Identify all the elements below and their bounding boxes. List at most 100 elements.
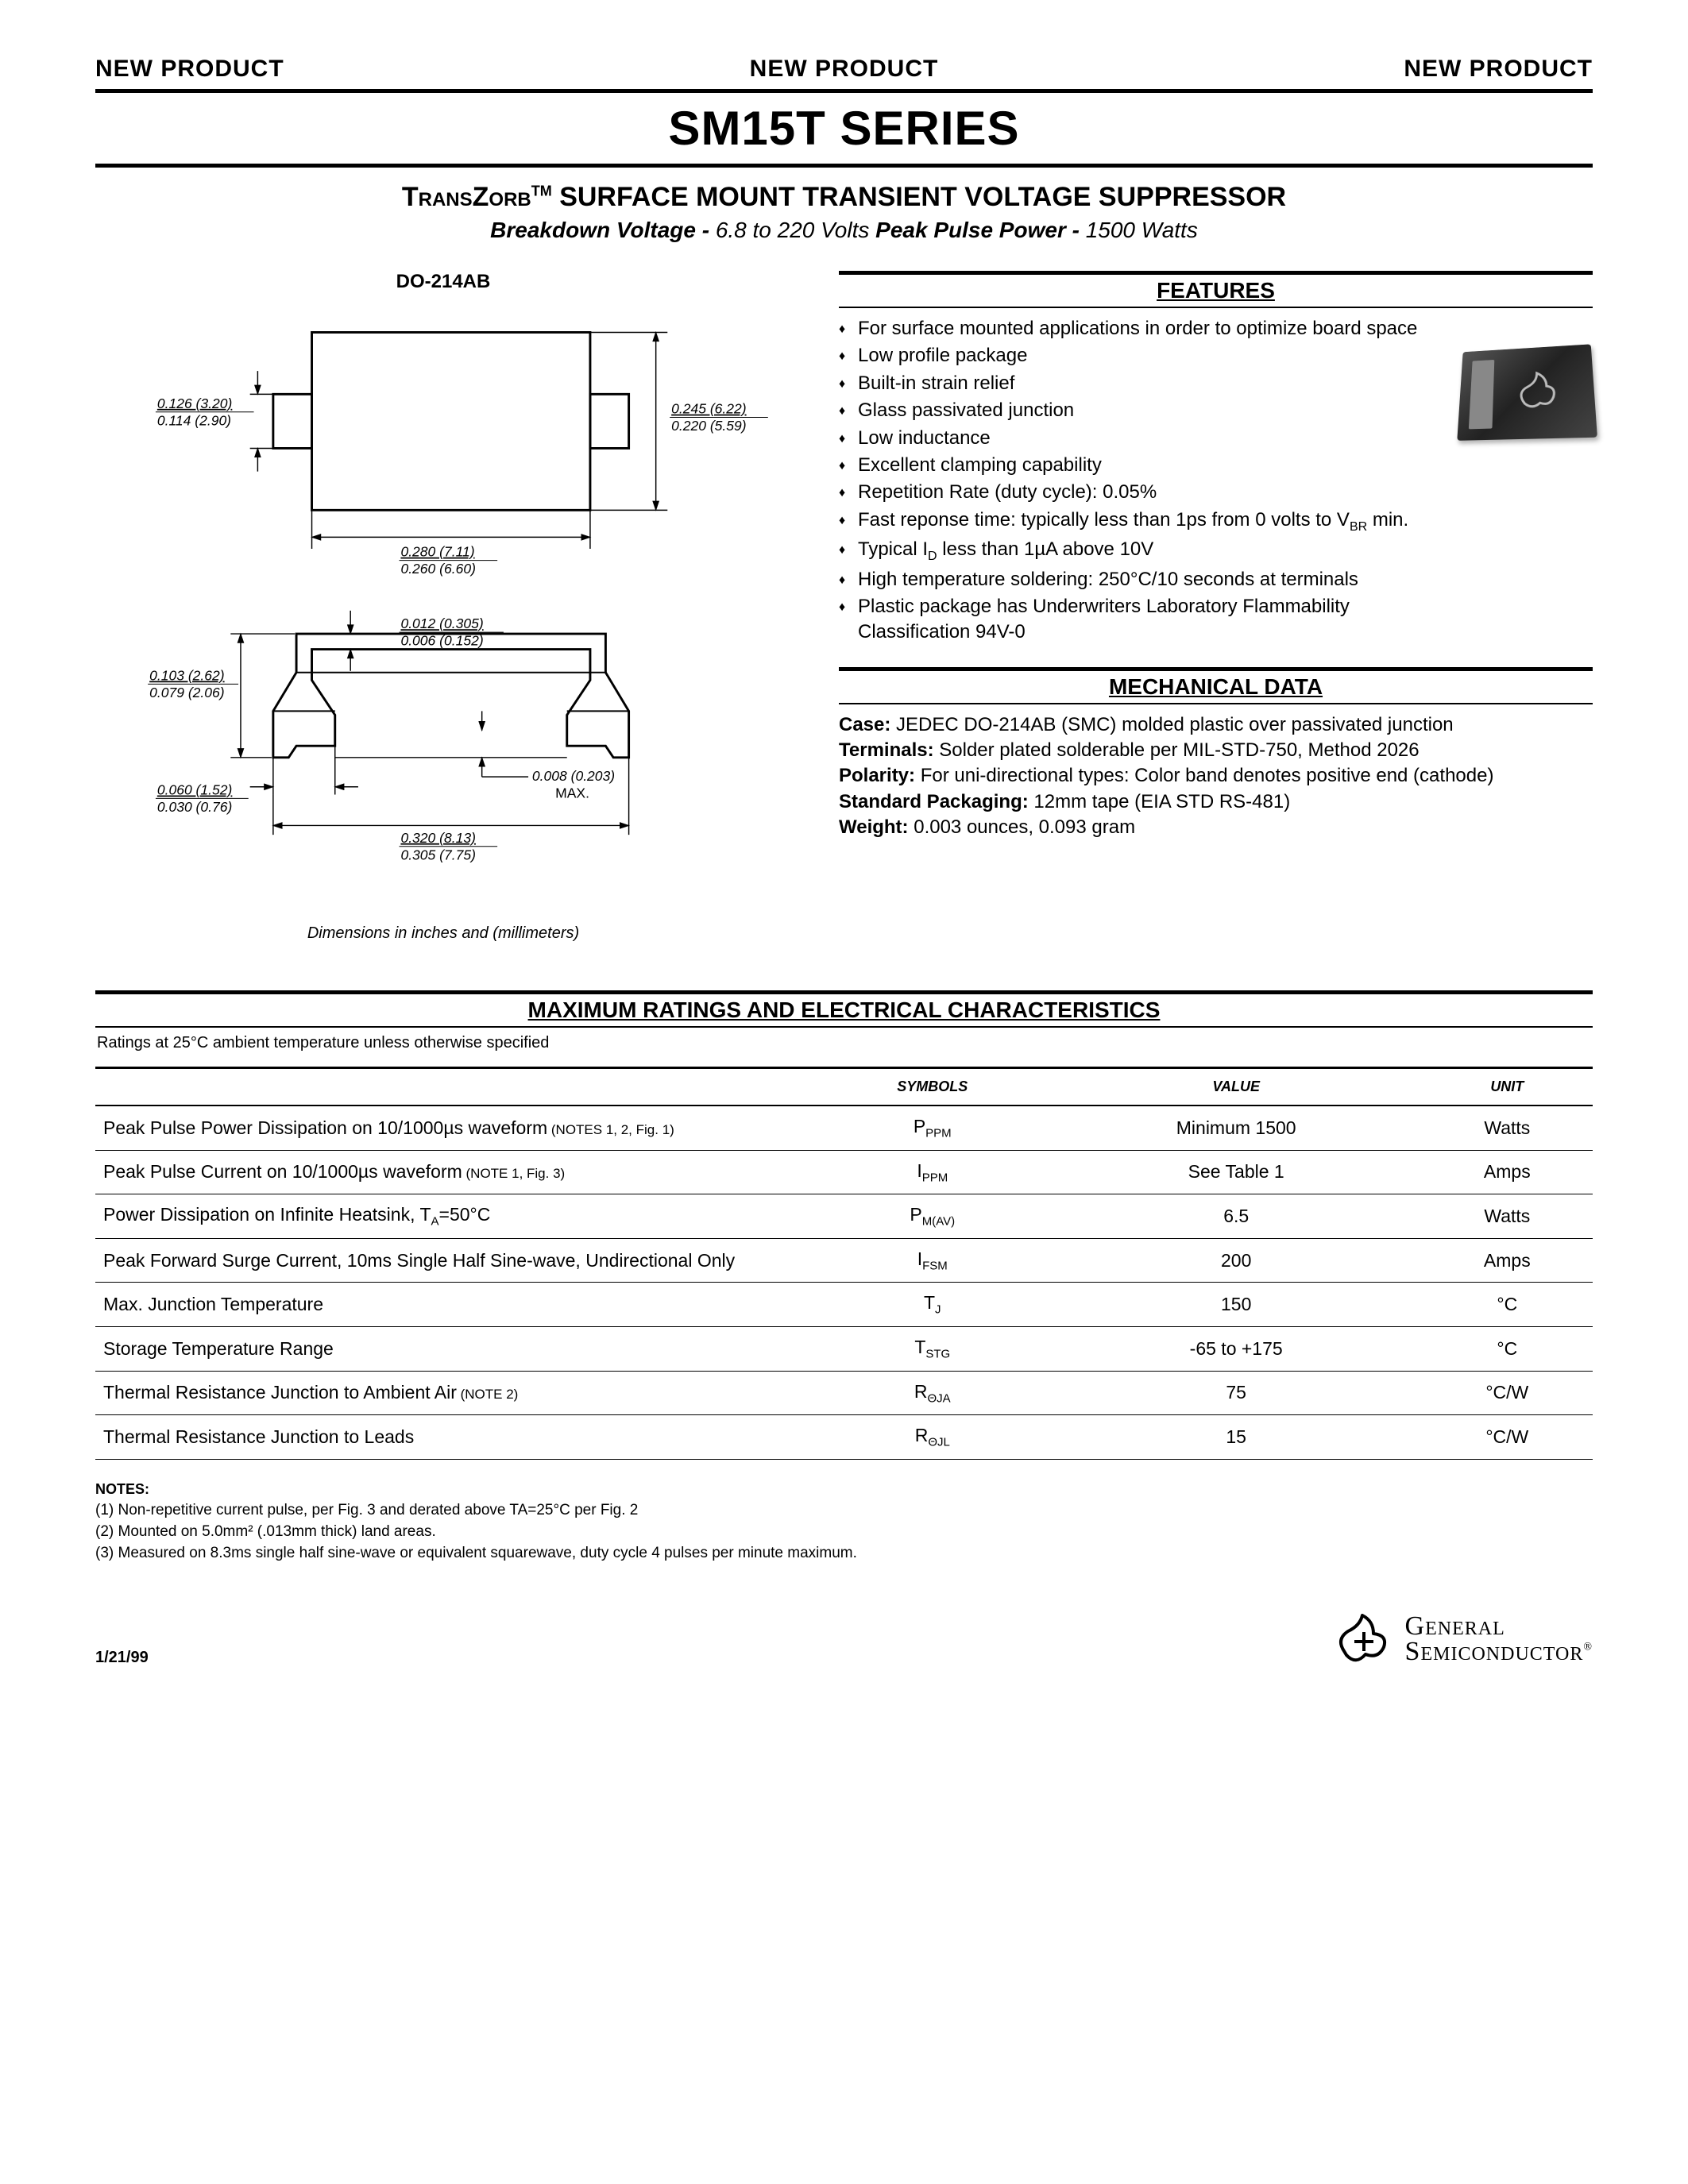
ratings-cell-value: See Table 1 (1051, 1150, 1422, 1194)
dim-top-bot-2: 0.260 (6.60) (400, 561, 475, 577)
ratings-cell-unit: °C/W (1422, 1371, 1593, 1415)
ratings-cell-desc: Peak Pulse Power Dissipation on 10/1000µ… (95, 1106, 814, 1150)
dim-side-br-2: MAX. (555, 785, 589, 801)
feature-item: For surface mounted applications in orde… (839, 316, 1442, 341)
ratings-header-desc (95, 1068, 814, 1106)
table-row: Peak Forward Surge Current, 10ms Single … (95, 1238, 1593, 1283)
dim-side-width-2: 0.305 (7.75) (400, 847, 475, 862)
table-row: Thermal Resistance Junction to Ambient A… (95, 1371, 1593, 1415)
ratings-cell-unit: Watts (1422, 1106, 1593, 1150)
wt-val: 0.003 ounces, 0.093 gram (909, 816, 1136, 838)
dim-top-left-1: 0.126 (3.20) (157, 396, 232, 411)
footer-logo: General Semiconductor® (1332, 1611, 1593, 1667)
term-val: Solder plated solderable per MIL-STD-750… (934, 739, 1420, 761)
feature-item: Repetition Rate (duty cycle): 0.05% (839, 480, 1442, 505)
table-row: Power Dissipation on Infinite Heatsink, … (95, 1194, 1593, 1239)
note-item: (3) Measured on 8.3ms single half sine-w… (95, 1543, 1593, 1565)
feature-item: Typical ID less than 1µA above 10V (839, 537, 1442, 565)
term-label: Terminals: (839, 739, 934, 761)
dim-side-left-2: 0.079 (2.06) (149, 685, 224, 700)
tm-mark: TM (531, 183, 552, 199)
table-row: Thermal Resistance Junction to LeadsRΘJL… (95, 1415, 1593, 1460)
ratings-cell-symbol: IFSM (814, 1238, 1051, 1283)
features-list: For surface mounted applications in orde… (839, 316, 1442, 647)
footer-logo-text: General Semiconductor® (1405, 1614, 1593, 1665)
pkg-val: 12mm tape (EIA STD RS-481) (1029, 791, 1290, 812)
pol-label: Polarity: (839, 765, 915, 786)
feature-item: Excellent clamping capability (839, 453, 1442, 478)
dim-side-top-1: 0.012 (0.305) (400, 615, 483, 631)
transzorb-text: TransZorb (402, 182, 531, 212)
logo-line2: Semiconductor (1405, 1637, 1584, 1666)
ratings-cell-symbol: PPPM (814, 1106, 1051, 1150)
ratings-header-unit: UNIT (1422, 1068, 1593, 1106)
dim-top-left-2: 0.114 (2.90) (157, 412, 231, 428)
footer-date: 1/21/99 (95, 1649, 149, 1667)
series-title: SM15T SERIES (95, 101, 1593, 156)
dim-side-left-1: 0.103 (2.62) (149, 667, 224, 683)
mechdata-heading: MECHANICAL DATA (839, 667, 1593, 704)
ratings-cell-symbol: TSTG (814, 1326, 1051, 1371)
ratings-cell-symbol: TJ (814, 1283, 1051, 1327)
chip-logo-icon (1513, 368, 1562, 415)
diagram-caption: Dimensions in inches and (millimeters) (95, 924, 791, 943)
feature-item: Low profile package (839, 343, 1442, 369)
ratings-header-symbols: SYMBOLS (814, 1068, 1051, 1106)
ratings-condition: Ratings at 25°C ambient temperature unle… (97, 1034, 1593, 1052)
feature-item: Fast reponse time: typically less than 1… (839, 507, 1442, 535)
max-ratings-section: MAXIMUM RATINGS AND ELECTRICAL CHARACTER… (95, 990, 1593, 1564)
ratings-table: SYMBOLS VALUE UNIT Peak Pulse Power Diss… (95, 1067, 1593, 1460)
ratings-cell-desc: Peak Forward Surge Current, 10ms Single … (95, 1238, 814, 1283)
case-val: JEDEC DO-214AB (SMC) molded plastic over… (890, 714, 1453, 735)
dim-top-right-2: 0.220 (5.59) (671, 418, 746, 434)
feature-item: Plastic package has Underwriters Laborat… (839, 594, 1442, 646)
ratings-cell-desc: Thermal Resistance Junction to Ambient A… (95, 1371, 814, 1415)
features-heading: FEATURES (839, 271, 1593, 308)
ratings-cell-desc: Thermal Resistance Junction to Leads (95, 1415, 814, 1460)
ratings-cell-symbol: RΘJL (814, 1415, 1051, 1460)
max-ratings-heading: MAXIMUM RATINGS AND ELECTRICAL CHARACTER… (95, 994, 1593, 1026)
ratings-header-value: VALUE (1051, 1068, 1422, 1106)
banner-text-right: NEW PRODUCT (1404, 56, 1593, 83)
note-item: (2) Mounted on 5.0mm² (.013mm thick) lan… (95, 1522, 1593, 1543)
ratings-cell-value: 6.5 (1051, 1194, 1422, 1239)
feature-item: Low inductance (839, 426, 1442, 451)
dim-side-bl-2: 0.030 (0.76) (157, 799, 232, 815)
note-item: (1) Non-repetitive current pulse, per Fi… (95, 1500, 1593, 1522)
new-product-banner: NEW PRODUCT NEW PRODUCT NEW PRODUCT (95, 56, 1593, 93)
ratings-cell-value: 75 (1051, 1371, 1422, 1415)
title-rule (95, 164, 1593, 168)
ratings-cell-value: 200 (1051, 1238, 1422, 1283)
gs-logo-icon (1332, 1611, 1396, 1667)
component-photo (1457, 344, 1597, 440)
ppp-value: 1500 Watts (1086, 218, 1198, 242)
table-row: Max. Junction TemperatureTJ150°C (95, 1283, 1593, 1327)
table-row: Peak Pulse Current on 10/1000µs waveform… (95, 1150, 1593, 1194)
dim-side-width-1: 0.320 (8.13) (400, 830, 475, 846)
top-view: 0.126 (3.20) 0.114 (2.90) 0.245 (6.22) 0… (156, 332, 768, 577)
page-footer: 1/21/99 General Semiconductor® (95, 1611, 1593, 1667)
diagram-svg: 0.126 (3.20) 0.114 (2.90) 0.245 (6.22) 0… (95, 309, 791, 905)
ratings-cell-symbol: IPPM (814, 1150, 1051, 1194)
pkg-label: Standard Packaging: (839, 791, 1029, 812)
ratings-cell-value: Minimum 1500 (1051, 1106, 1422, 1150)
ratings-cell-unit: °C (1422, 1283, 1593, 1327)
right-column: FEATURES For surface mounted application… (839, 271, 1593, 943)
dim-side-top-2: 0.006 (0.152) (400, 633, 483, 649)
dim-top-bot-1: 0.280 (7.11) (400, 544, 474, 560)
ratings-cell-desc: Power Dissipation on Infinite Heatsink, … (95, 1194, 814, 1239)
banner-text-center: NEW PRODUCT (750, 56, 939, 83)
dim-top-right-1: 0.245 (6.22) (671, 401, 746, 417)
mechdata-body: Case: JEDEC DO-214AB (SMC) molded plasti… (839, 712, 1593, 841)
feature-item: High temperature soldering: 250°C/10 sec… (839, 567, 1442, 592)
subtitle-line-1: TransZorbTM SURFACE MOUNT TRANSIENT VOLT… (95, 182, 1593, 213)
package-label: DO-214AB (95, 271, 791, 293)
ratings-cell-desc: Storage Temperature Range (95, 1326, 814, 1371)
ratings-cell-unit: Amps (1422, 1238, 1593, 1283)
ratings-header-row: SYMBOLS VALUE UNIT (95, 1068, 1593, 1106)
logo-reg: ® (1583, 1642, 1593, 1653)
ppp-label: Peak Pulse Power - (869, 218, 1085, 242)
ratings-cell-unit: Watts (1422, 1194, 1593, 1239)
wt-label: Weight: (839, 816, 909, 838)
ratings-cell-symbol: RΘJA (814, 1371, 1051, 1415)
